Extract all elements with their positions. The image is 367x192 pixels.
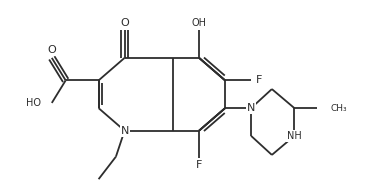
Text: N: N: [120, 126, 129, 136]
Text: CH₃: CH₃: [330, 104, 347, 113]
Text: O: O: [120, 17, 129, 27]
Text: O: O: [47, 45, 56, 55]
Text: NH: NH: [287, 131, 302, 141]
Text: OH: OH: [192, 18, 207, 28]
Text: HO: HO: [26, 98, 41, 108]
Text: F: F: [196, 160, 202, 170]
Text: F: F: [255, 75, 262, 85]
Text: N: N: [247, 103, 255, 113]
